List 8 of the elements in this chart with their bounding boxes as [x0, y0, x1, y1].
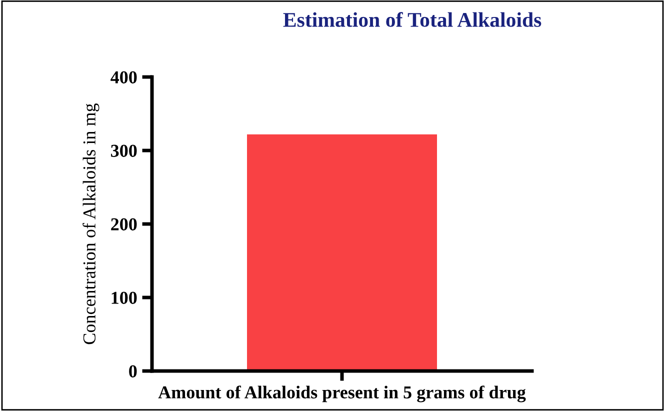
y-tick-label: 200 [111, 218, 137, 230]
y-tick-label: 300 [111, 144, 137, 157]
y-tick-label: 0 [129, 365, 137, 378]
y-tick-label: 100 [112, 292, 137, 304]
x-tick-label: Amount of Alkaloids present in 5 grams of drug [158, 386, 526, 402]
y-axis-title: Concentration of Alkaloids in mg [82, 103, 100, 344]
chart-title: Estimation of Total Alkaloids [283, 12, 542, 27]
y-tick-label: 400 [110, 71, 137, 84]
